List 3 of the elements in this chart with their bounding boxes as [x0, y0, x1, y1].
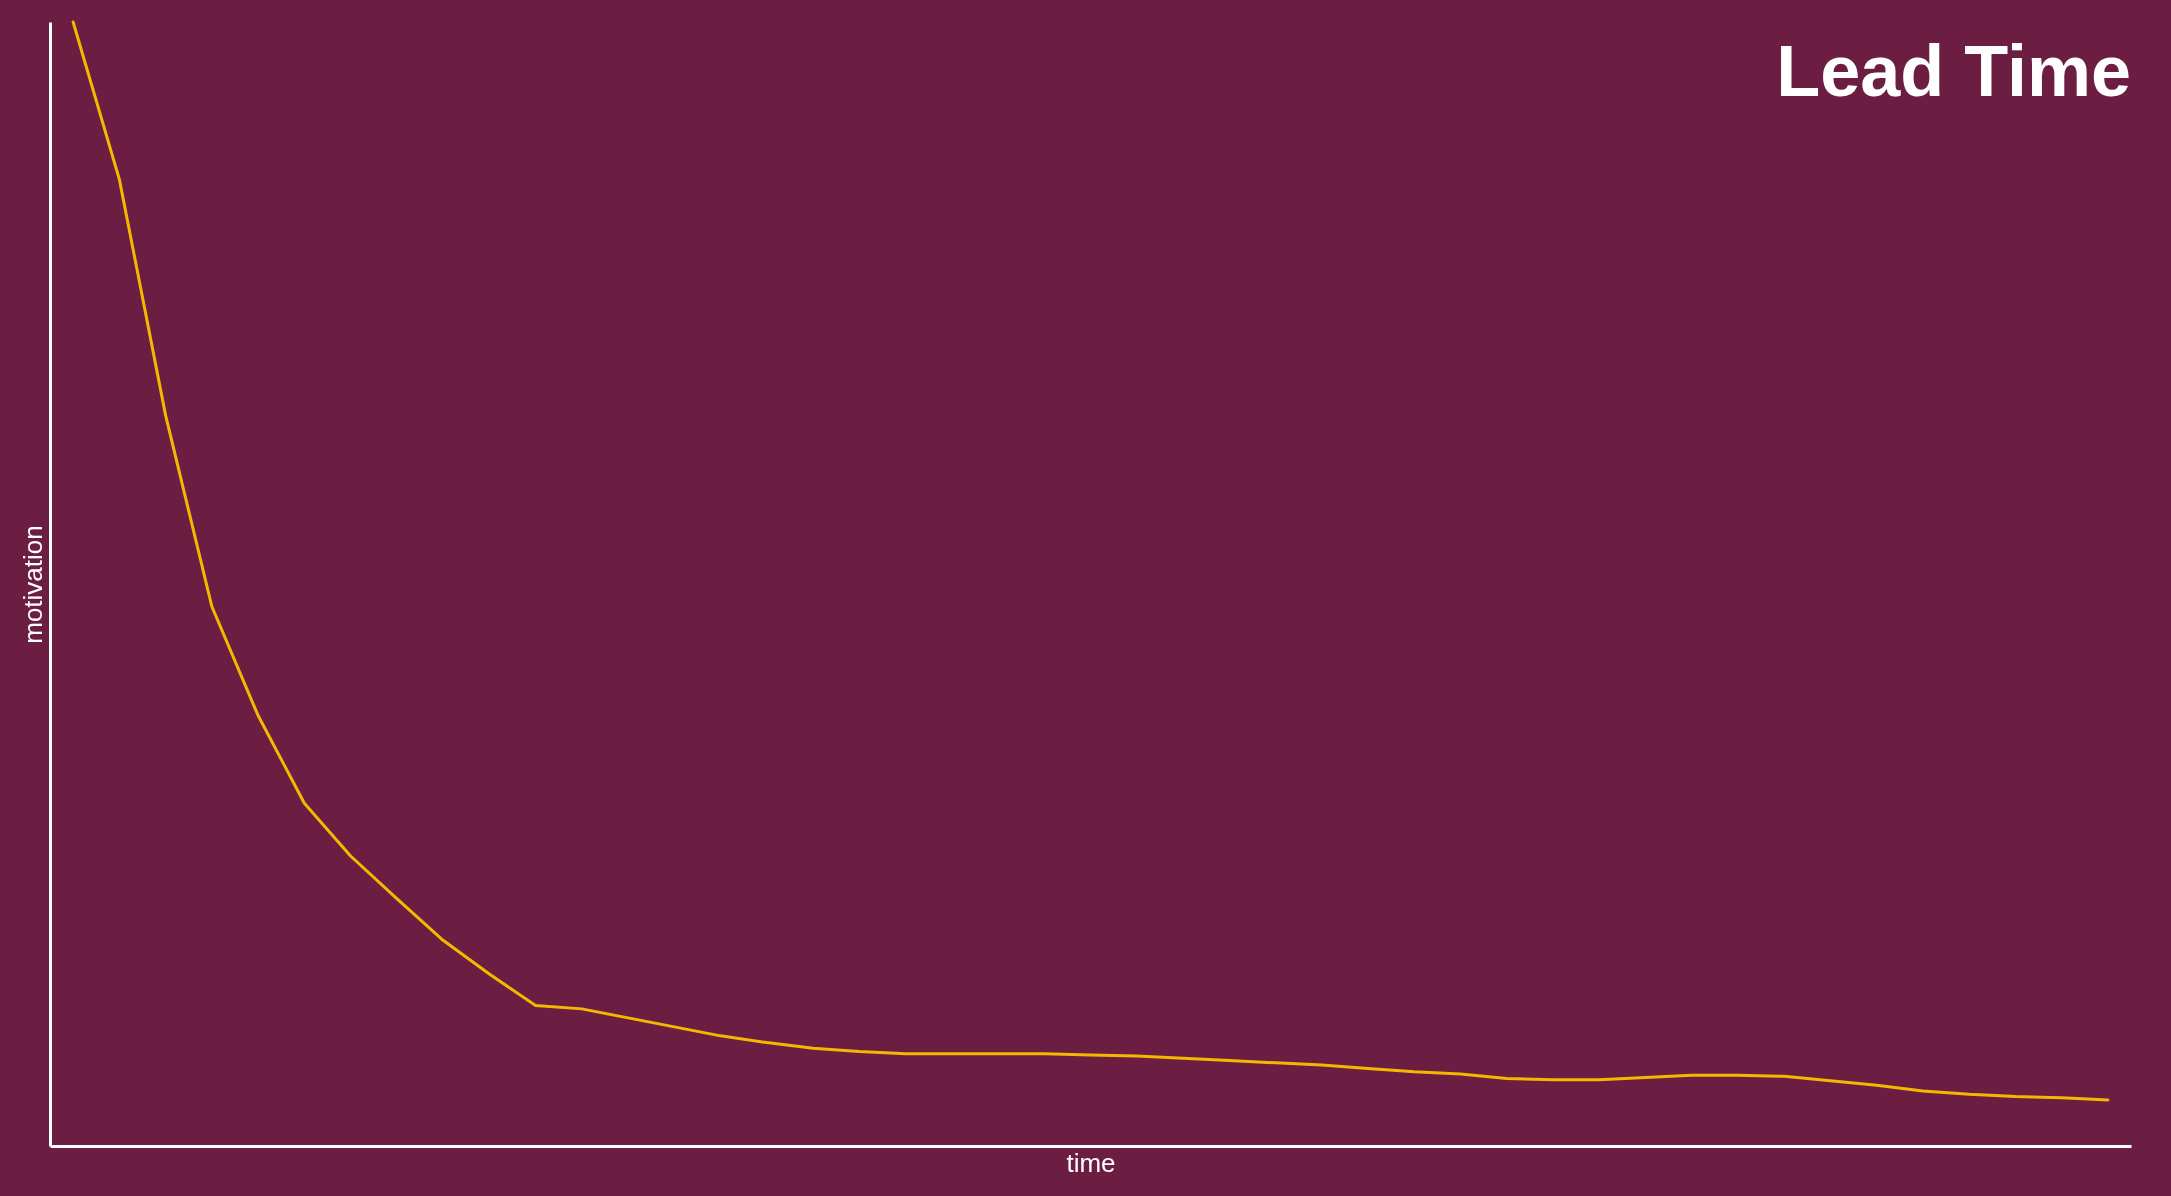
- chart-title: Lead Time: [1776, 30, 2131, 111]
- x-axis-title: time: [1066, 1147, 1116, 1178]
- y-axis-title: motivation: [17, 525, 48, 644]
